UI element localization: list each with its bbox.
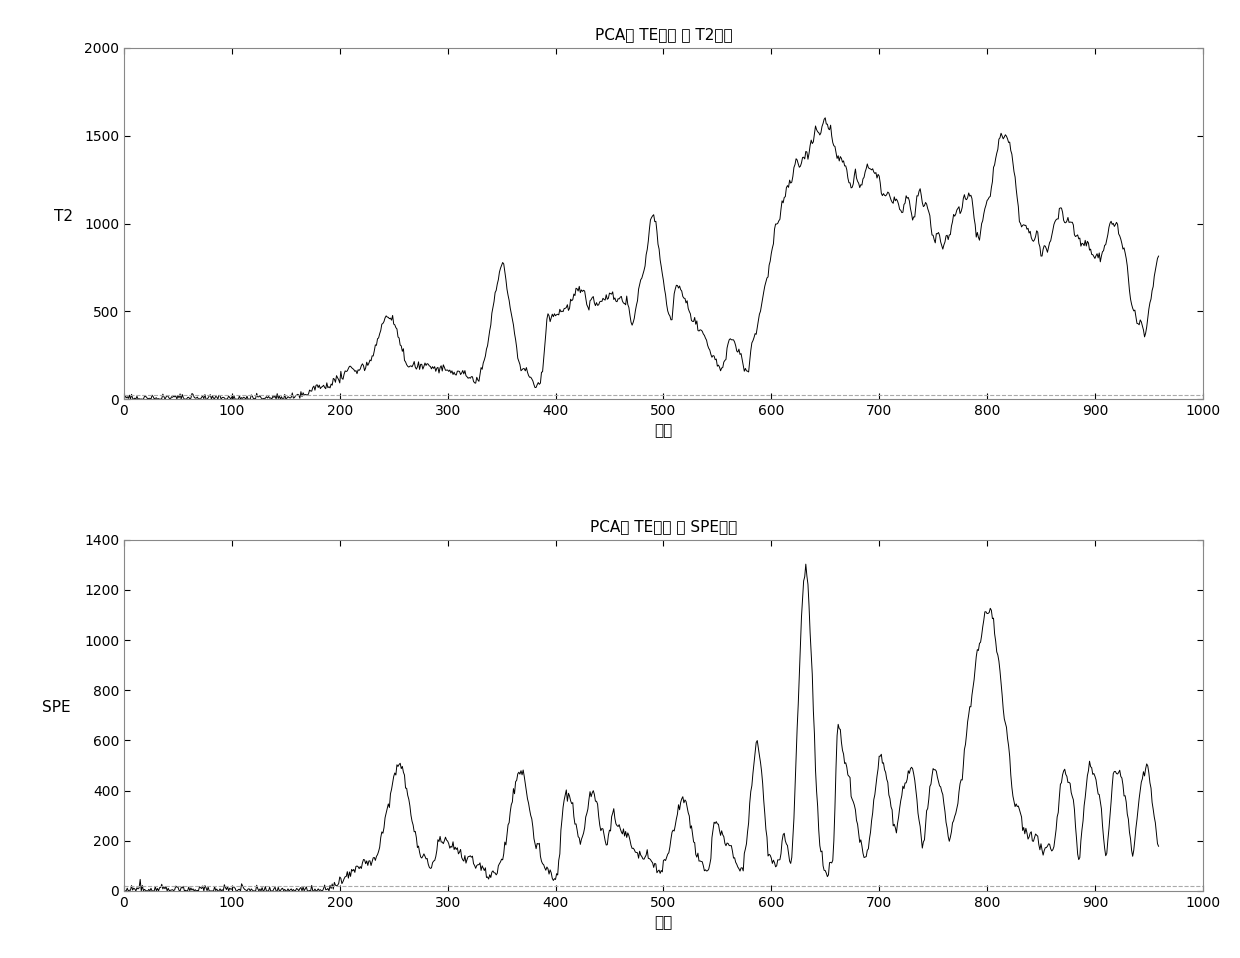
X-axis label: 样本: 样本 — [655, 423, 672, 439]
Y-axis label: T2: T2 — [53, 209, 73, 223]
X-axis label: 样本: 样本 — [655, 915, 672, 930]
Y-axis label: SPE: SPE — [42, 700, 71, 716]
Title: PCA对 TE数据 的 T2检测: PCA对 TE数据 的 T2检测 — [595, 28, 732, 42]
Title: PCA对 TE数据 的 SPE检测: PCA对 TE数据 的 SPE检测 — [590, 519, 737, 535]
